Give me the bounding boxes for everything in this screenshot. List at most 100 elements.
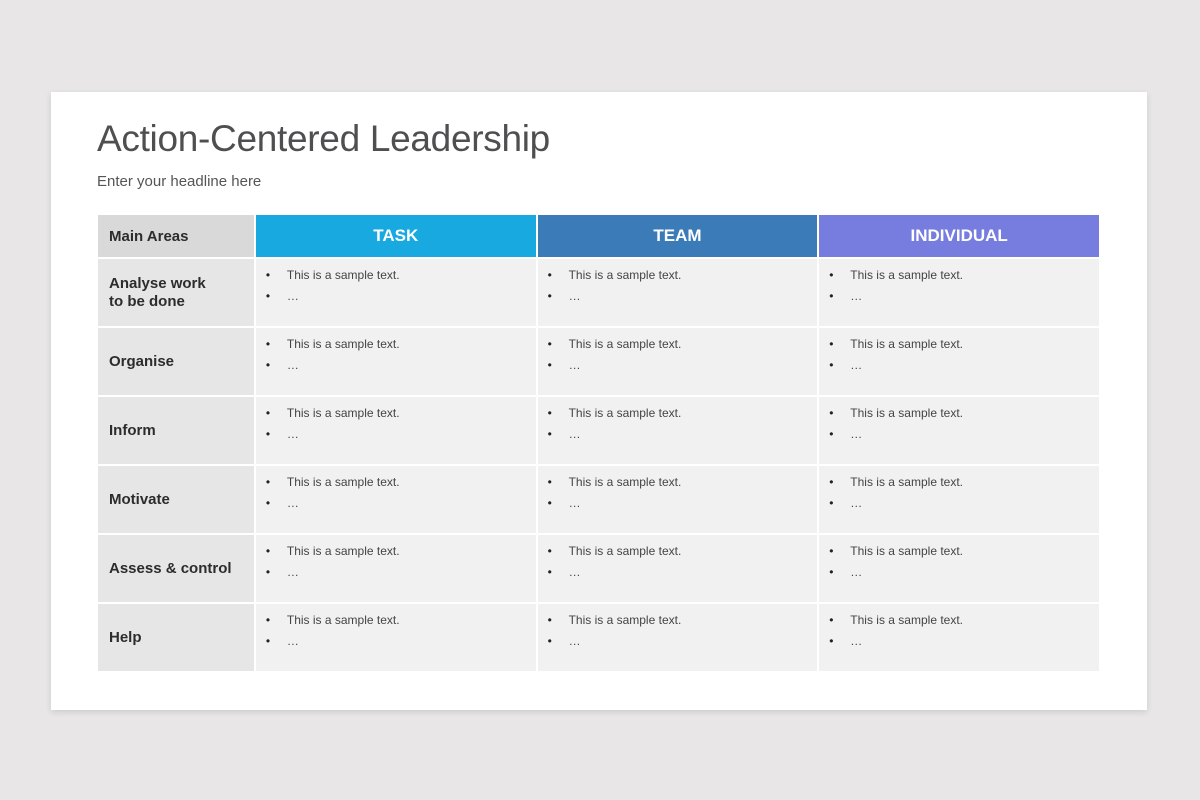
table-row: Help • This is a sample text. •… • This is a … [98, 604, 1100, 671]
row-label: Motivate [98, 466, 254, 533]
cell-team: • This is a sample text. •… [537, 535, 818, 602]
bullet-text: … [286, 565, 299, 579]
bullet-item: •… [829, 564, 963, 585]
bullet-icon: • [829, 337, 834, 351]
bullet-text: … [568, 634, 581, 648]
bullet-list: • This is a sample text. •… [266, 612, 400, 654]
bullet-list: • This is a sample text. •… [548, 474, 682, 516]
bullet-item: •… [829, 495, 963, 516]
cell-task: • This is a sample text. •… [255, 397, 536, 464]
bullet-item: • This is a sample text. [548, 612, 682, 633]
bullet-icon: • [829, 496, 834, 510]
bullet-icon: • [265, 289, 271, 303]
bullet-item: •… [829, 633, 963, 654]
table-row: Motivate • This is a sample text. •… • This i… [98, 466, 1100, 533]
table-row: Inform • This is a sample text. •… • This is … [98, 397, 1100, 464]
bullet-item: • This is a sample text. [266, 474, 400, 495]
bullet-list: • This is a sample text. •… [829, 405, 963, 447]
row-label-text: Inform [109, 421, 156, 439]
row-label-text: Help [109, 628, 142, 646]
bullet-text: … [286, 358, 299, 372]
bullet-item: •… [548, 357, 682, 378]
bullet-text: This is a sample text. [568, 544, 682, 558]
bullet-item: • This is a sample text. [829, 267, 963, 288]
slide: Action-Centered Leadership Enter your he… [51, 92, 1147, 710]
bullet-icon: • [547, 496, 552, 510]
column-header-task: TASK [255, 215, 536, 257]
bullet-text: This is a sample text. [286, 544, 400, 558]
bullet-icon: • [547, 337, 552, 351]
bullet-text: … [286, 496, 299, 510]
bullet-list: • This is a sample text. •… [266, 405, 400, 447]
bullet-text: This is a sample text. [286, 475, 400, 489]
row-label-text: Assess & control [109, 559, 232, 577]
row-label: Organise [98, 328, 254, 395]
bullet-icon: • [265, 496, 271, 510]
slide-title: Action-Centered Leadership [97, 118, 550, 159]
bullet-list: • This is a sample text. • … [266, 267, 400, 309]
cell-individual: • This is a sample text. •… [819, 328, 1100, 395]
bullet-icon: • [265, 358, 271, 372]
bullet-text: This is a sample text. [850, 268, 964, 282]
cell-individual: • This is a sample text. •… [819, 397, 1100, 464]
bullet-text: … [850, 358, 863, 372]
row-label: Assess & control [98, 535, 254, 602]
bullet-text: … [568, 427, 581, 441]
bullet-text: … [286, 289, 299, 303]
cell-individual: • This is a sample text. •… [819, 535, 1100, 602]
bullet-text: This is a sample text. [568, 337, 682, 351]
bullet-text: … [850, 496, 863, 510]
bullet-icon: • [265, 565, 271, 579]
bullet-item: •… [266, 495, 400, 516]
bullet-icon: • [829, 544, 834, 558]
bullet-icon: • [265, 427, 271, 441]
bullet-text: … [850, 634, 863, 648]
bullet-item: • This is a sample text. [829, 543, 963, 564]
bullet-list: • This is a sample text. • … [266, 336, 400, 378]
bullet-item: • This is a sample text. [829, 336, 963, 357]
bullet-item: •… [548, 633, 682, 654]
row-label: Analyse work to be done [98, 259, 254, 326]
bullet-icon: • [829, 406, 834, 420]
bullet-item: •… [548, 564, 682, 585]
bullet-item: • This is a sample text. [548, 405, 682, 426]
bullet-item: • This is a sample text. [266, 267, 400, 288]
cell-task: • This is a sample text. •… [255, 466, 536, 533]
cell-individual: • This is a sample text. •… [819, 466, 1100, 533]
bullet-text: This is a sample text. [568, 268, 682, 282]
bullet-icon: • [829, 358, 834, 372]
bullet-list: • This is a sample text. •… [548, 612, 682, 654]
bullet-text: … [568, 496, 581, 510]
row-label: Inform [98, 397, 254, 464]
row-label: Help [98, 604, 254, 671]
cell-task: • This is a sample text. • … [255, 535, 536, 602]
bullet-list: • This is a sample text. • … [548, 405, 682, 447]
slide-subtitle: Enter your headline here [97, 173, 262, 190]
bullet-text: This is a sample text. [850, 544, 964, 558]
bullet-item: • This is a sample text. [266, 336, 400, 357]
cell-individual: • This is a sample text. •… [819, 259, 1100, 326]
bullet-item: • This is a sample text. [548, 267, 682, 288]
bullet-icon: • [265, 337, 271, 351]
bullet-list: • This is a sample text. •… [829, 336, 963, 378]
bullet-list: • This is a sample text. •… [829, 267, 963, 309]
bullet-text: This is a sample text. [568, 475, 682, 489]
bullet-icon: • [265, 544, 271, 558]
bullet-text: This is a sample text. [568, 406, 682, 420]
bullet-item: • This is a sample text. [548, 336, 682, 357]
bullet-list: • This is a sample text. • … [266, 543, 400, 585]
column-header-individual: INDIVIDUAL [819, 215, 1100, 257]
cell-individual: • This is a sample text. •… [819, 604, 1100, 671]
bullet-item: •… [829, 357, 963, 378]
bullet-icon: • [547, 427, 552, 441]
bullet-text: … [850, 565, 863, 579]
bullet-list: • This is a sample text. •… [266, 474, 400, 516]
table-row: Analyse work to be done • This is a sample… [98, 259, 1100, 326]
bullet-text: This is a sample text. [568, 613, 682, 627]
bullet-icon: • [265, 268, 271, 282]
bullet-icon: • [547, 613, 552, 627]
bullet-text: … [568, 358, 581, 372]
column-header-team: TEAM [537, 215, 818, 257]
bullet-text: This is a sample text. [286, 406, 400, 420]
bullet-icon: • [829, 565, 834, 579]
